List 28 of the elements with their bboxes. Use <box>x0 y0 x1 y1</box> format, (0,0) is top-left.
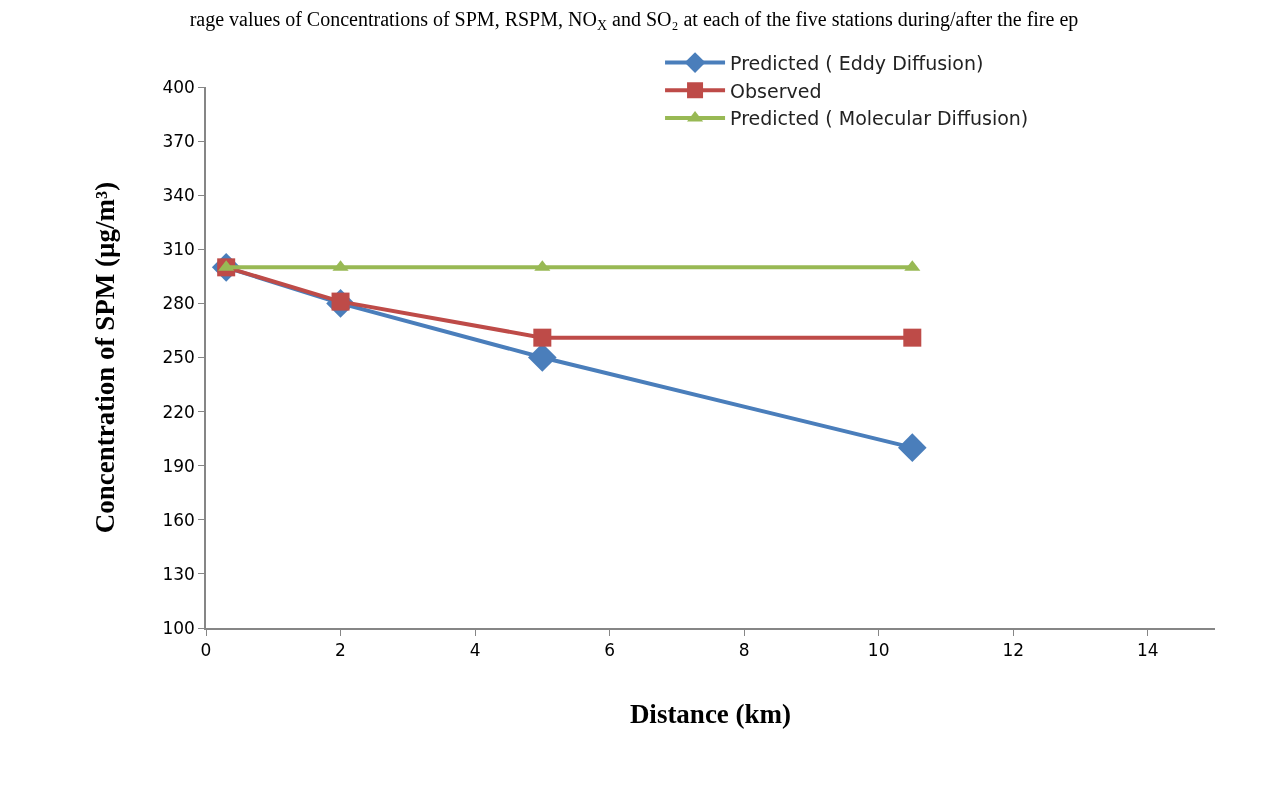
point <box>903 328 922 347</box>
y-axis-title: Concentration of SPM (µg/m³) <box>89 181 120 534</box>
y-tick-label: 220 <box>162 401 195 422</box>
x-tick-label: 14 <box>1136 640 1159 661</box>
x-tick-label: 10 <box>867 640 890 661</box>
x-axis-title: Distance (km) <box>629 699 792 730</box>
y-tick-label: 340 <box>162 185 195 206</box>
legend-label: Predicted ( Molecular Diffusion) <box>730 107 1029 130</box>
y-tick-label: 160 <box>162 509 195 530</box>
y-tick-label: 280 <box>162 293 195 314</box>
y-tick-label: 100 <box>162 617 195 638</box>
y-tick-label: 400 <box>162 76 195 97</box>
x-tick-label: 0 <box>200 640 212 661</box>
y-tick-label: 370 <box>162 131 195 152</box>
x-tick-label: 12 <box>1002 640 1025 661</box>
x-tick-label: 8 <box>738 640 750 661</box>
y-tick-label: 310 <box>162 239 195 260</box>
legend-label: Observed <box>730 79 822 102</box>
y-tick-label: 250 <box>162 347 195 368</box>
chart-title: rage values of Concentrations of SPM, RSPM, NO$_{X}$ and SO₂ at each of the five stations during/after the fire ep <box>189 8 1079 34</box>
y-tick-label: 190 <box>162 455 195 476</box>
x-tick-label: 4 <box>469 640 481 661</box>
y-tick-label: 130 <box>162 563 195 584</box>
point <box>533 328 552 347</box>
x-tick-label: 6 <box>604 640 616 661</box>
x-tick-label: 2 <box>335 640 346 661</box>
point <box>898 433 927 462</box>
legend-label: Predicted ( Eddy Diffusion) <box>730 51 984 74</box>
